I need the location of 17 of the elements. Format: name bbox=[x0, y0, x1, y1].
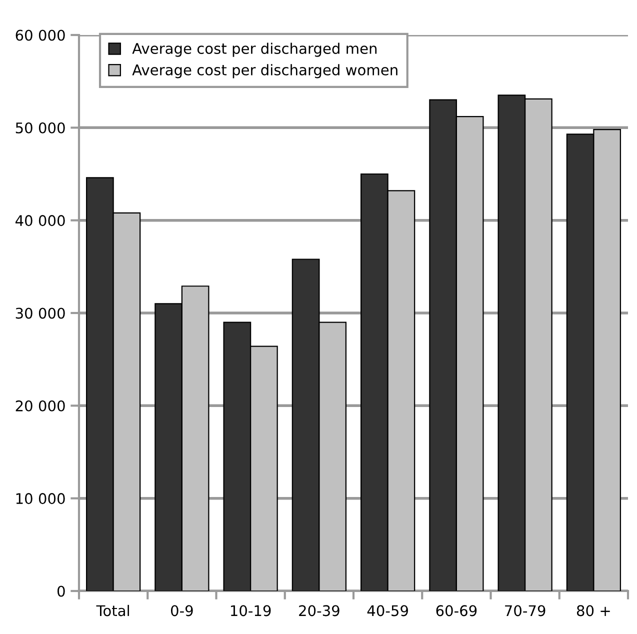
y-tick-label: 60 000 bbox=[16, 30, 65, 41]
x-tick-label: 40-59 bbox=[367, 605, 408, 616]
x-tick-label: Total bbox=[96, 604, 129, 616]
x-tick-label: 80 + bbox=[576, 605, 610, 616]
y-tick-label: 50 000 bbox=[16, 122, 65, 134]
y-tick-label: 30 000 bbox=[16, 308, 65, 319]
x-tick-label: 70-79 bbox=[505, 605, 546, 616]
legend-label: Average cost per discharged men bbox=[132, 42, 377, 57]
y-tick-label: 10 000 bbox=[16, 493, 65, 504]
y-tick-label: 20 000 bbox=[16, 400, 65, 412]
x-tick-label: 60-69 bbox=[436, 605, 477, 616]
legend-label: Average cost per discharged women bbox=[132, 64, 398, 78]
y-tick-label: 0 bbox=[57, 586, 65, 597]
x-tick-label: 0-9 bbox=[170, 605, 193, 616]
x-tick-label: 10-19 bbox=[230, 605, 271, 616]
x-tick-label: 20-39 bbox=[299, 605, 340, 616]
y-tick-label: 40 000 bbox=[15, 215, 65, 226]
